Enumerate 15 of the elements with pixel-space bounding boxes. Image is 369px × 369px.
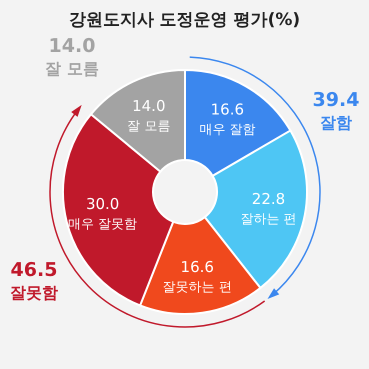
text: 46.5 잘못함 [10,259,58,302]
text: 39.4 잘함 [312,89,360,132]
slice-label: 잘못하는 편 [162,280,232,296]
slice-label: 매우 잘못함 [68,217,138,232]
text: 30.0 [86,195,120,214]
slice-label: 매우 잘함 [199,122,256,138]
slice-label: 잘하는 편 [240,212,297,227]
text: 16.6 [210,100,244,118]
text: 16.6 [180,258,214,276]
text: 22.8 [252,190,286,208]
slice-label: 잘 모름 [127,119,170,134]
data-label: 14.0 [48,35,96,57]
chart-title: 강원도지사 도정운영 평가(%) [68,9,302,31]
text: 잘 모름 [45,59,99,78]
text: 14.0 [132,97,166,116]
